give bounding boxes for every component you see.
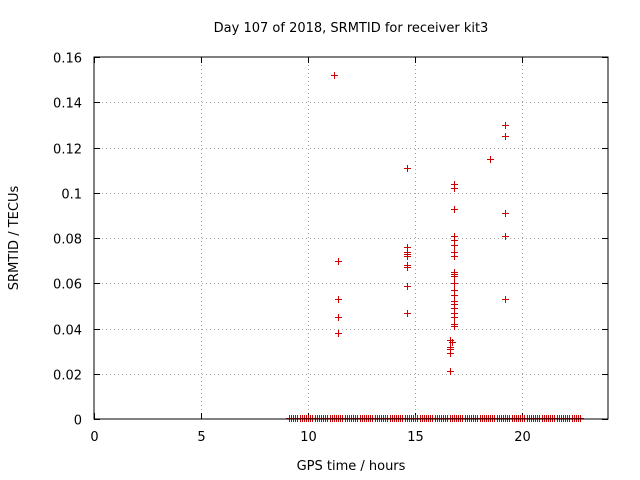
data-point (447, 368, 454, 375)
data-point (451, 292, 458, 299)
data-point (502, 210, 509, 217)
y-tick-label: 0.14 (53, 97, 82, 112)
y-tick-label: 0.16 (53, 52, 82, 67)
data-point (404, 283, 411, 290)
data-point (451, 206, 458, 213)
data-point (451, 242, 458, 249)
y-tick-labels: 0 0.02 0.04 0.06 0.08 0.1 0.12 0.14 0.16 (53, 52, 82, 429)
data-point (502, 133, 509, 140)
data-point (404, 165, 411, 172)
y-tick-label: 0.02 (53, 369, 82, 384)
y-tick-label: 0.1 (61, 188, 82, 203)
y-tick-label: 0.06 (53, 278, 82, 293)
x-tick-label: 10 (300, 430, 317, 445)
x-axis-label: GPS time / hours (297, 459, 406, 474)
data-point (447, 350, 454, 357)
data-points (286, 72, 584, 422)
data-point (487, 156, 494, 163)
plot-frame (93, 56, 609, 420)
data-point (335, 330, 342, 337)
x-tick-labels: 0 5 10 15 20 (90, 430, 530, 445)
y-tick-label: 0.08 (53, 233, 82, 248)
data-point (451, 280, 458, 287)
x-tick-label: 5 (197, 430, 205, 445)
data-point (335, 296, 342, 303)
x-tick-label: 20 (514, 430, 531, 445)
data-point (502, 122, 509, 129)
data-point (502, 296, 509, 303)
data-point (451, 323, 458, 330)
data-point (451, 253, 458, 260)
data-point (335, 314, 342, 321)
data-point (449, 339, 456, 346)
data-point (502, 233, 509, 240)
chart-title: Day 107 of 2018, SRMTID for receiver kit… (214, 21, 489, 36)
data-point (335, 258, 342, 265)
x-tick-label: 15 (407, 430, 424, 445)
y-axis-label: SRMTID / TECUs (7, 186, 22, 291)
x-tick-label: 0 (90, 430, 98, 445)
y-tick-label: 0 (74, 414, 82, 429)
data-point (451, 314, 458, 321)
data-point (331, 72, 338, 79)
data-point (451, 273, 458, 280)
data-point (404, 264, 411, 271)
data-point (404, 310, 411, 317)
y-tick-label: 0.04 (53, 324, 82, 339)
data-point (404, 253, 411, 260)
grid-lines (94, 57, 608, 419)
data-point (451, 185, 458, 192)
y-tick-label: 0.12 (53, 143, 82, 158)
